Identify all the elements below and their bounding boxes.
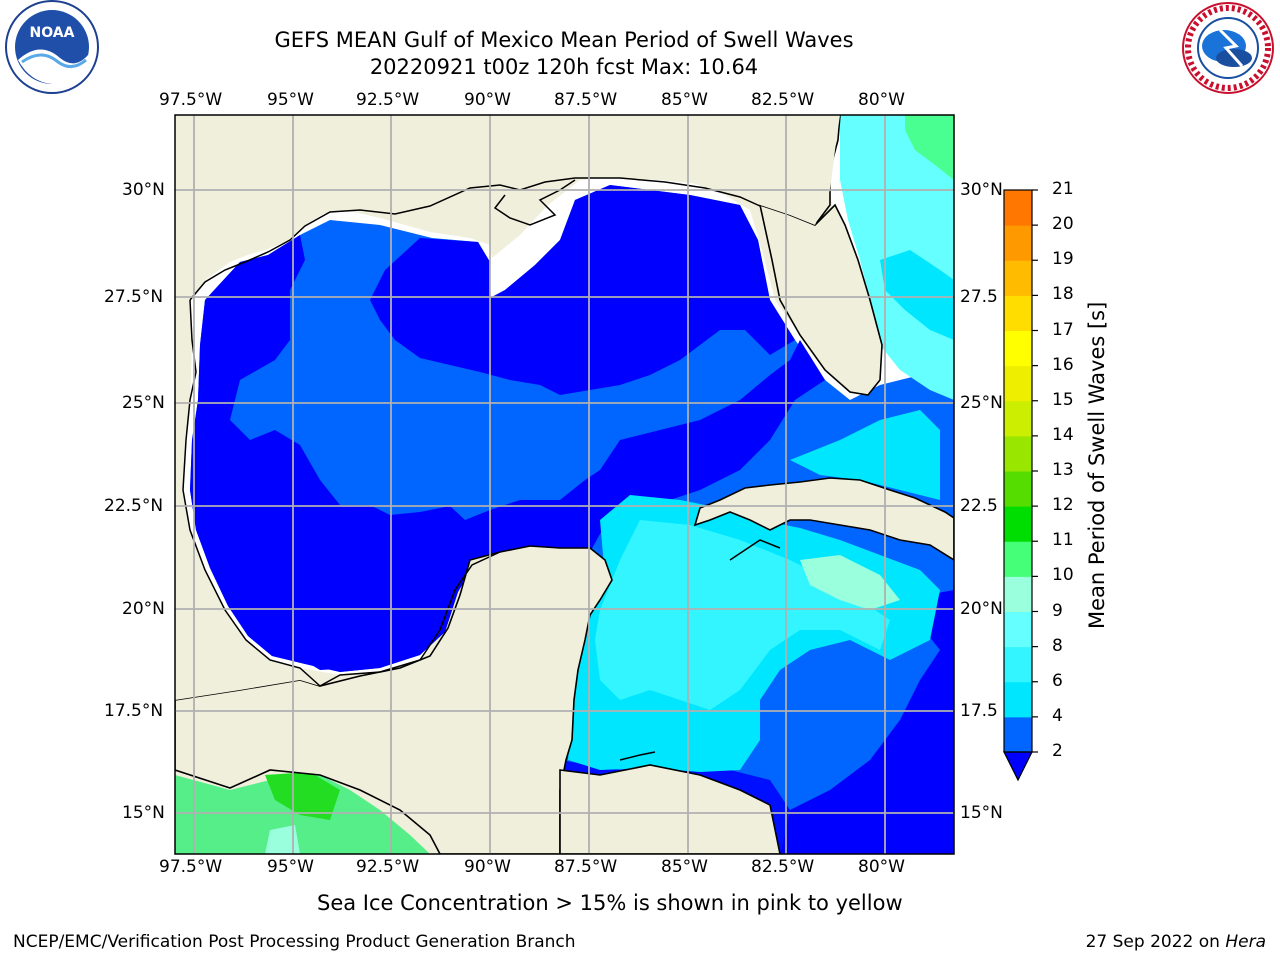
lon-tick-top: 80°W [858,90,905,110]
colorbar-segment [1004,260,1032,296]
lon-tick-top: 95°W [267,90,314,110]
sea-ice-caption: Sea Ice Concentration > 15% is shown in … [317,891,903,915]
colorbar-tick-label: 20 [1052,214,1074,234]
lat-tick-left: 15°N [122,803,165,823]
colorbar-tick-label: 6 [1052,671,1063,691]
colorbar-segment [1004,576,1032,612]
lon-tick-bottom: 80°W [858,857,905,877]
colorbar-segment [1004,436,1032,472]
colorbar-tick-label: 9 [1052,601,1063,621]
noaa-logo-text: NOAA [30,25,75,41]
lon-tick-top: 87.5°W [554,90,617,110]
colorbar-tick-label: 13 [1052,460,1074,480]
colorbar-segment [1004,225,1032,261]
colorbar-segment [1004,401,1032,437]
lat-tick-right: 15°N [960,803,1003,823]
lat-tick-right: 27.5 [960,287,998,307]
colorbar-segment [1004,331,1032,367]
lon-tick-top: 85°W [661,90,708,110]
colorbar-tick-label: 14 [1052,425,1074,445]
footer-date-text: 27 Sep 2022 on [1086,932,1226,952]
lon-tick-bottom: 85°W [661,857,708,877]
colorbar [1004,190,1038,780]
footer-host: Hera [1225,932,1266,952]
lon-tick-top: 90°W [464,90,511,110]
lon-tick-top: 92.5°W [356,90,419,110]
lon-tick-bottom: 87.5°W [554,857,617,877]
colorbar-segment [1004,612,1032,648]
noaa-logo-icon: NOAA [6,1,98,93]
footer-date: 27 Sep 2022 on Hera [1086,932,1266,952]
colorbar-segment [1004,190,1032,226]
lon-tick-bottom: 82.5°W [751,857,814,877]
lat-tick-right: 30°N [960,180,1003,200]
colorbar-tick-label: 8 [1052,636,1063,656]
lon-tick-bottom: 90°W [464,857,511,877]
colorbar-segment [1004,647,1032,683]
colorbar-tick-label: 17 [1052,320,1074,340]
map-area [175,115,954,854]
lon-tick-bottom: 97.5°W [159,857,222,877]
lat-tick-left: 17.5°N [104,701,163,721]
colorbar-segment [1004,717,1032,753]
nws-logo-icon [1183,3,1273,93]
colorbar-label: Mean Period of Swell Waves [s] [1085,309,1109,629]
colorbar-segment [1004,506,1032,542]
colorbar-tick-label: 4 [1052,706,1063,726]
footer-credit: NCEP/EMC/Verification Post Processing Pr… [13,932,576,952]
colorbar-segment [1004,682,1032,718]
colorbar-tick-label: 19 [1052,249,1074,269]
colorbar-segment [1004,295,1032,331]
colorbar-segment [1004,366,1032,402]
colorbar-under-arrow [1004,752,1032,780]
colorbar-tick-label: 10 [1052,565,1074,585]
lat-tick-left: 27.5°N [104,287,163,307]
lon-tick-top: 97.5°W [159,90,222,110]
lat-tick-left: 22.5°N [104,496,163,516]
colorbar-tick-label: 21 [1052,179,1074,199]
colorbar-segment [1004,471,1032,507]
lat-tick-left: 25°N [122,393,165,413]
colorbar-tick-label: 16 [1052,355,1074,375]
colorbar-tick-label: 12 [1052,495,1074,515]
lat-tick-right: 22.5 [960,496,998,516]
colorbar-tick-label: 2 [1052,741,1063,761]
lat-tick-left: 20°N [122,599,165,619]
lat-tick-right: 17.5 [960,701,998,721]
colorbar-tick-label: 15 [1052,390,1074,410]
lat-tick-left: 30°N [122,180,165,200]
lat-tick-right: 20°N [960,599,1003,619]
lon-tick-bottom: 95°W [267,857,314,877]
lon-tick-top: 82.5°W [751,90,814,110]
colorbar-tick-label: 18 [1052,284,1074,304]
lat-tick-right: 25°N [960,393,1003,413]
lon-tick-bottom: 92.5°W [356,857,419,877]
colorbar-segment [1004,541,1032,577]
colorbar-tick-label: 11 [1052,530,1074,550]
